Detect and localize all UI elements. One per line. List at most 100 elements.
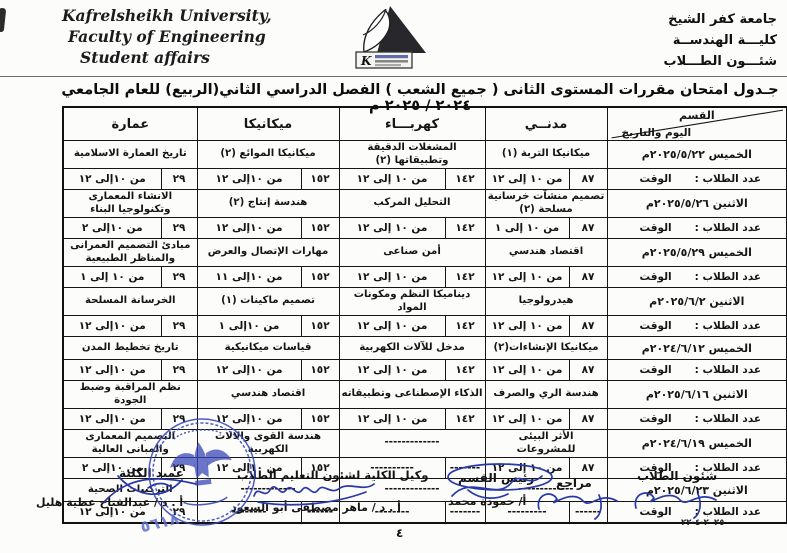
course-cell: ------------- bbox=[338, 429, 486, 458]
diagonal-divider bbox=[608, 108, 787, 140]
student-count-cell: ٢٩ bbox=[160, 315, 198, 337]
student-count-cell: ٨٧ bbox=[568, 168, 608, 190]
student-count-cell: ١٥٢ bbox=[300, 266, 340, 288]
course-cell: هندسة الري والصرف bbox=[484, 380, 608, 409]
exam-time-cell: ---------- bbox=[338, 457, 446, 479]
arabic-letterhead: جامعة كفر الشيخ كليـــة الهندســة شئـــو… bbox=[664, 9, 777, 72]
course-cell: المشغلات الدقيقة وتطبيقاتها (٢) bbox=[338, 140, 486, 169]
course-cell: أمن صناعى bbox=[338, 238, 486, 267]
day-date-cell: الخميس ٢٠٢٤/٦/١٩م bbox=[606, 429, 787, 458]
exam-day-row: الخميس ٢٠٢٥/٥/٢٢م ميكانيكا التربة (١) المش… bbox=[62, 140, 787, 169]
course-cell: اقتصاد هندسي bbox=[484, 238, 608, 267]
course-cell: التركيبات الصحية bbox=[62, 478, 198, 502]
dept-header-civil: مدنــي bbox=[484, 106, 608, 141]
exam-time-cell: من ١٠ إلى ١٢ bbox=[338, 315, 446, 337]
office-name-ar: شئـــون الطـــلاب bbox=[663, 54, 777, 69]
course-cell: ------------- bbox=[196, 478, 340, 502]
table-header-row: القسم اليوم والتاريخ مدنــي كهربـــاء مي… bbox=[62, 106, 787, 141]
faculty-name-ar: كليـــة الهندســة bbox=[672, 33, 777, 48]
course-cell: مهارات الإتصال والعرض bbox=[196, 238, 340, 267]
course-cell: تصميم ماكينات (١) bbox=[196, 287, 340, 316]
students-time-label-cell: الوقت عدد الطلاب : bbox=[606, 359, 787, 381]
day-date-cell: الاثنين ٢٠٢٥/٥/٢٦م bbox=[606, 189, 787, 218]
day-date-cell: الاثنين ٢٠٢٥/٦/٢م bbox=[606, 287, 787, 316]
exam-time-cell: من ١٠إلى ١٢ bbox=[62, 168, 162, 190]
university-name-ar: جامعة كفر الشيخ bbox=[668, 12, 777, 27]
course-cell: الذكاء الإصطناعى وتطبيقاته bbox=[338, 380, 486, 409]
exam-day-row: الاثنين ٢٠٢٥/٥/٢٦م تصميم منشآت خرسانية مس… bbox=[62, 189, 787, 218]
dean-label: عميد الكلية bbox=[119, 466, 184, 480]
student-count-cell: ١٥٢ bbox=[300, 359, 340, 381]
dept-header-mechanical: ميكانيكا bbox=[196, 106, 340, 141]
student-count-cell: ١٥٢ bbox=[300, 315, 340, 337]
course-cell: الأثر البيئى للمشروعات bbox=[484, 429, 608, 458]
count-time-row: الوقت عدد الطلاب :٨٧ من ١٠ إلى ١٢ ١٤٢ من ١٠ … bbox=[62, 359, 787, 381]
student-count-cell: ٨٧ bbox=[568, 266, 608, 288]
student-count-cell: ٢٩ bbox=[160, 168, 198, 190]
students-time-label-cell: الوقت عدد الطلاب : bbox=[606, 168, 787, 190]
reviewer-label: مراجع bbox=[556, 476, 592, 490]
corner-header-cell: القسم اليوم والتاريخ bbox=[606, 106, 787, 141]
exam-time-cell: من ١٠ إلى ١٢ bbox=[484, 168, 570, 190]
university-sailboat-logo-icon: K bbox=[333, 3, 431, 77]
exam-time-cell: من ١٠إلى ١١ bbox=[196, 266, 302, 288]
student-count-cell: ٨٧ bbox=[568, 408, 608, 430]
student-count-cell: ------ bbox=[300, 501, 340, 524]
student-affairs-signature bbox=[634, 492, 717, 519]
students-time-label-cell: الوقت عدد الطلاب : bbox=[606, 501, 787, 524]
count-time-row: الوقت عدد الطلاب :٨٧ من ١٠ إلى ١٢ ١٤٢ من ١٠ … bbox=[62, 408, 787, 430]
exam-time-cell: من ١٠إلى ١٢ bbox=[196, 168, 302, 190]
day-date-cell: الاثنين ٢٠٢٥/٦/١٦م bbox=[606, 380, 787, 409]
count-time-row: الوقت عدد الطلاب :٨٧ من ١٠ إلى ١٢ ١٤٢ من ١٠ … bbox=[62, 315, 787, 337]
student-count-cell: ٢٩ bbox=[160, 266, 198, 288]
exam-time-cell: من ١٠إلى ١٢ bbox=[62, 501, 162, 524]
exam-time-cell: من ١٠إلى ٢ bbox=[62, 457, 162, 479]
course-cell: مدخل للآلات الكهربية bbox=[338, 336, 486, 360]
course-cell: تصميم منشآت خرسانية مسلحة (٢) bbox=[484, 189, 608, 218]
student-count-cell: ------ bbox=[568, 501, 608, 524]
logo-letter: K bbox=[360, 54, 372, 68]
student-count-cell: ٨٧ bbox=[568, 359, 608, 381]
exam-time-cell: من ١٠ إلى ١٢ bbox=[484, 408, 570, 430]
exam-time-cell: من ١٠ إلى ١ bbox=[484, 217, 570, 239]
day-date-cell: الخميس ٢٠٢٥/٥/٢٢م bbox=[606, 140, 787, 169]
exam-time-cell: من ١٠ إلى ١٢ bbox=[338, 168, 446, 190]
exam-time-cell: من ١٠ إلى ١٢ bbox=[338, 217, 446, 239]
student-count-cell: ١٤٢ bbox=[444, 217, 486, 239]
university-name-en: Kafrelsheikh University, bbox=[62, 6, 272, 25]
course-cell: مبادئ التصميم العمرانى والمناظر الطبيعية bbox=[62, 238, 198, 267]
student-count-cell: ١٥٢ bbox=[300, 217, 340, 239]
exam-day-row: الخميس ٢٠٢٤/٦/١٢م ميكانيكا الإنشاءات(٢) مد… bbox=[62, 336, 787, 360]
exam-time-cell: من ١٠إلى ١٢ bbox=[62, 408, 162, 430]
student-count-cell: ٢٩ bbox=[160, 359, 198, 381]
office-name-en: Student affairs bbox=[80, 48, 210, 67]
dept-header-electrical: كهربـــاء bbox=[338, 106, 486, 141]
course-cell: قياسات ميكانيكية bbox=[196, 336, 340, 360]
exam-time-cell: --------- bbox=[484, 501, 570, 524]
exam-schedule-table: القسم اليوم والتاريخ مدنــي كهربـــاء مي… bbox=[62, 106, 787, 524]
exam-time-cell: -------- bbox=[338, 501, 446, 524]
day-date-cell: الخميس ٢٠٢٤/٦/١٢م bbox=[606, 336, 787, 360]
students-time-label-cell: الوقت عدد الطلاب : bbox=[606, 408, 787, 430]
student-count-cell: ١٤٢ bbox=[444, 408, 486, 430]
exam-day-row: الخميس ٢٠٢٥/٥/٢٩م اقتصاد هندسي أمن صناعى مه… bbox=[62, 238, 787, 267]
corner-label-day-date: اليوم والتاريخ bbox=[621, 127, 692, 139]
vice-dean-label: وكيل الكلية لشئون التعليم الطلاب bbox=[237, 468, 429, 482]
vice-dean-signature bbox=[253, 483, 375, 506]
dept-header-architecture: عمارة bbox=[62, 106, 198, 141]
course-cell: التحليل المركب bbox=[338, 189, 486, 218]
exam-day-row: الاثنين ٢٠٢٥/٦/١٦م هندسة الري والصرف الذكا… bbox=[62, 380, 787, 409]
student-count-cell: ١٤٢ bbox=[444, 168, 486, 190]
course-cell: هندسة إنتاج (٢) bbox=[196, 189, 340, 218]
exam-time-cell: من ١٠إلى ٢ bbox=[62, 217, 162, 239]
course-cell: ميكانيكا الإنشاءات(٢) bbox=[484, 336, 608, 360]
exam-time-cell: من ١٠ إلى ١٢ bbox=[484, 315, 570, 337]
exam-time-cell: من ١٠ إلى ١٢ bbox=[338, 359, 446, 381]
header-divider bbox=[0, 76, 787, 77]
scan-edge-smudge bbox=[0, 7, 7, 33]
course-cell: الانشاء المعمارى وتكنولوجيا البناء bbox=[62, 189, 198, 218]
student-count-cell: ١٥٢ bbox=[300, 408, 340, 430]
student-count-cell: ٢٩ bbox=[160, 217, 198, 239]
count-time-row: الوقت عدد الطلاب :٨٧ من ١٠ إلى ١ ١٤٢ من ١٠ إ… bbox=[62, 217, 787, 239]
